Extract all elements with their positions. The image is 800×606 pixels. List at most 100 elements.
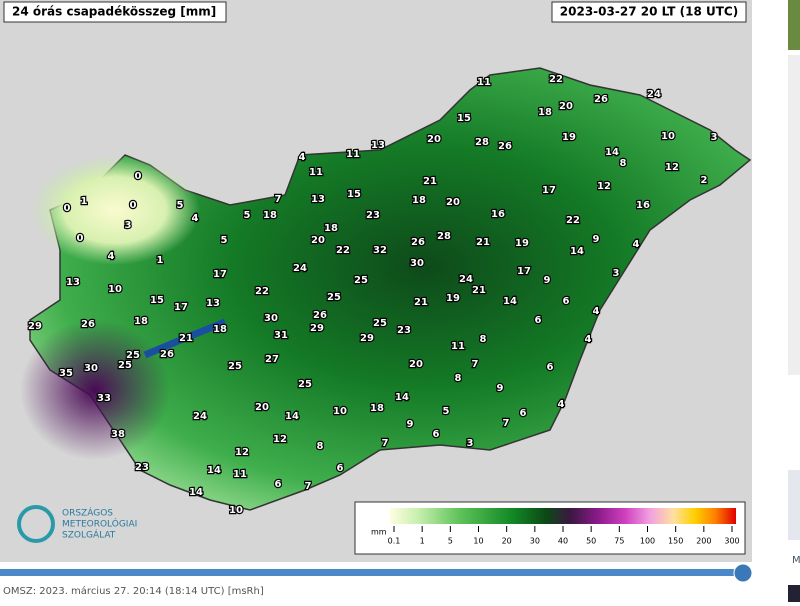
station-value: 6: [563, 296, 570, 307]
station-value: 0: [77, 233, 84, 244]
station-value: 28: [437, 231, 451, 242]
station-value: 0: [64, 203, 71, 214]
station-value: 8: [620, 158, 627, 169]
station-value: 21: [472, 285, 486, 296]
footer-caption: OMSZ: 2023. március 27. 20:14 (18:14 UTC…: [3, 585, 264, 597]
station-value: 27: [265, 354, 279, 365]
station-value: 35: [59, 368, 73, 379]
station-value: 25: [228, 361, 242, 372]
sidebar-thumb[interactable]: [788, 585, 800, 602]
station-value: 25: [373, 318, 387, 329]
station-value: 3: [125, 220, 132, 231]
station-value: 24: [647, 89, 661, 100]
map-timestamp: 2023-03-27 20 LT (18 UTC): [560, 5, 738, 19]
legend-tick-label: 5: [448, 537, 453, 546]
station-value: 14: [189, 487, 203, 498]
station-value: 10: [108, 284, 122, 295]
station-value: 1: [157, 255, 164, 266]
station-value: 23: [397, 325, 411, 336]
legend-tick-label: 50: [586, 537, 596, 546]
heavy-rain-area: [20, 320, 170, 460]
station-value: 18: [538, 107, 552, 118]
station-value: 11: [346, 149, 360, 160]
station-value: 23: [366, 210, 380, 221]
station-value: 6: [337, 463, 344, 474]
station-value: 10: [661, 131, 675, 142]
station-value: 13: [311, 194, 325, 205]
station-value: 9: [544, 275, 551, 286]
sidebar-thumb[interactable]: [788, 0, 800, 50]
legend-tick-label: 1: [420, 537, 425, 546]
sidebar-list: [788, 55, 800, 375]
station-value: 26: [160, 349, 174, 360]
station-value: 12: [665, 162, 679, 173]
station-value: 5: [221, 235, 228, 246]
station-value: 14: [395, 392, 409, 403]
dry-area: [30, 155, 200, 265]
station-value: 4: [299, 152, 306, 163]
legend-unit: mm: [371, 528, 387, 537]
station-value: 20: [409, 359, 423, 370]
station-value: 10: [333, 406, 347, 417]
station-value: 19: [446, 293, 460, 304]
station-value: 0: [130, 200, 137, 211]
station-value: 14: [503, 296, 517, 307]
station-value: 17: [213, 269, 227, 280]
station-value: 22: [549, 74, 563, 85]
time-slider[interactable]: [0, 569, 745, 576]
station-value: 20: [427, 134, 441, 145]
station-value: 18: [213, 324, 227, 335]
station-value: 7: [382, 438, 389, 449]
legend-tick-label: 30: [530, 537, 540, 546]
station-value: 9: [407, 419, 414, 430]
station-value: 18: [412, 195, 426, 206]
station-value: 28: [475, 137, 489, 148]
station-value: 13: [206, 298, 220, 309]
station-value: 17: [174, 302, 188, 313]
station-value: 24: [193, 411, 207, 422]
station-value: 4: [108, 251, 115, 262]
station-value: 29: [360, 333, 374, 344]
station-value: 3: [467, 438, 474, 449]
station-value: 6: [547, 362, 554, 373]
station-value: 7: [503, 418, 510, 429]
lake: [143, 318, 227, 359]
station-value: 30: [84, 363, 98, 374]
logo-text: ORSZÁGOS: [62, 507, 113, 519]
legend-tick-label: 10: [473, 537, 483, 546]
station-value: 20: [446, 197, 460, 208]
station-value: 24: [293, 263, 307, 274]
station-value: 32: [373, 245, 387, 256]
logo-text: SZOLGÁLAT: [62, 529, 116, 541]
station-value: 15: [150, 295, 164, 306]
station-value: 7: [472, 359, 479, 370]
station-value: 26: [81, 319, 95, 330]
station-value: 0: [135, 171, 142, 182]
station-value: 10: [229, 505, 243, 516]
logo-mark: [17, 505, 55, 543]
station-value: 26: [313, 310, 327, 321]
station-value: 15: [347, 189, 361, 200]
station-value: 11: [309, 167, 323, 178]
station-value: 17: [542, 185, 556, 196]
station-value: 22: [255, 286, 269, 297]
station-value: 4: [585, 334, 592, 345]
station-value: 7: [305, 481, 312, 492]
station-value: 7: [275, 194, 282, 205]
station-value: 19: [515, 238, 529, 249]
station-value: 8: [480, 334, 487, 345]
station-value: 8: [455, 373, 462, 384]
station-value: 6: [535, 315, 542, 326]
station-value: 25: [126, 350, 140, 361]
station-value: 3: [711, 132, 718, 143]
station-value: 31: [274, 330, 288, 341]
sidebar-card[interactable]: [788, 470, 800, 540]
station-value: 8: [317, 441, 324, 452]
station-value: 18: [370, 403, 384, 414]
station-value: 12: [273, 434, 287, 445]
legend-tick-label: 300: [724, 537, 739, 546]
slider-knob[interactable]: [733, 563, 753, 583]
station-value: 30: [410, 258, 424, 269]
title-box: [3, 1, 227, 23]
